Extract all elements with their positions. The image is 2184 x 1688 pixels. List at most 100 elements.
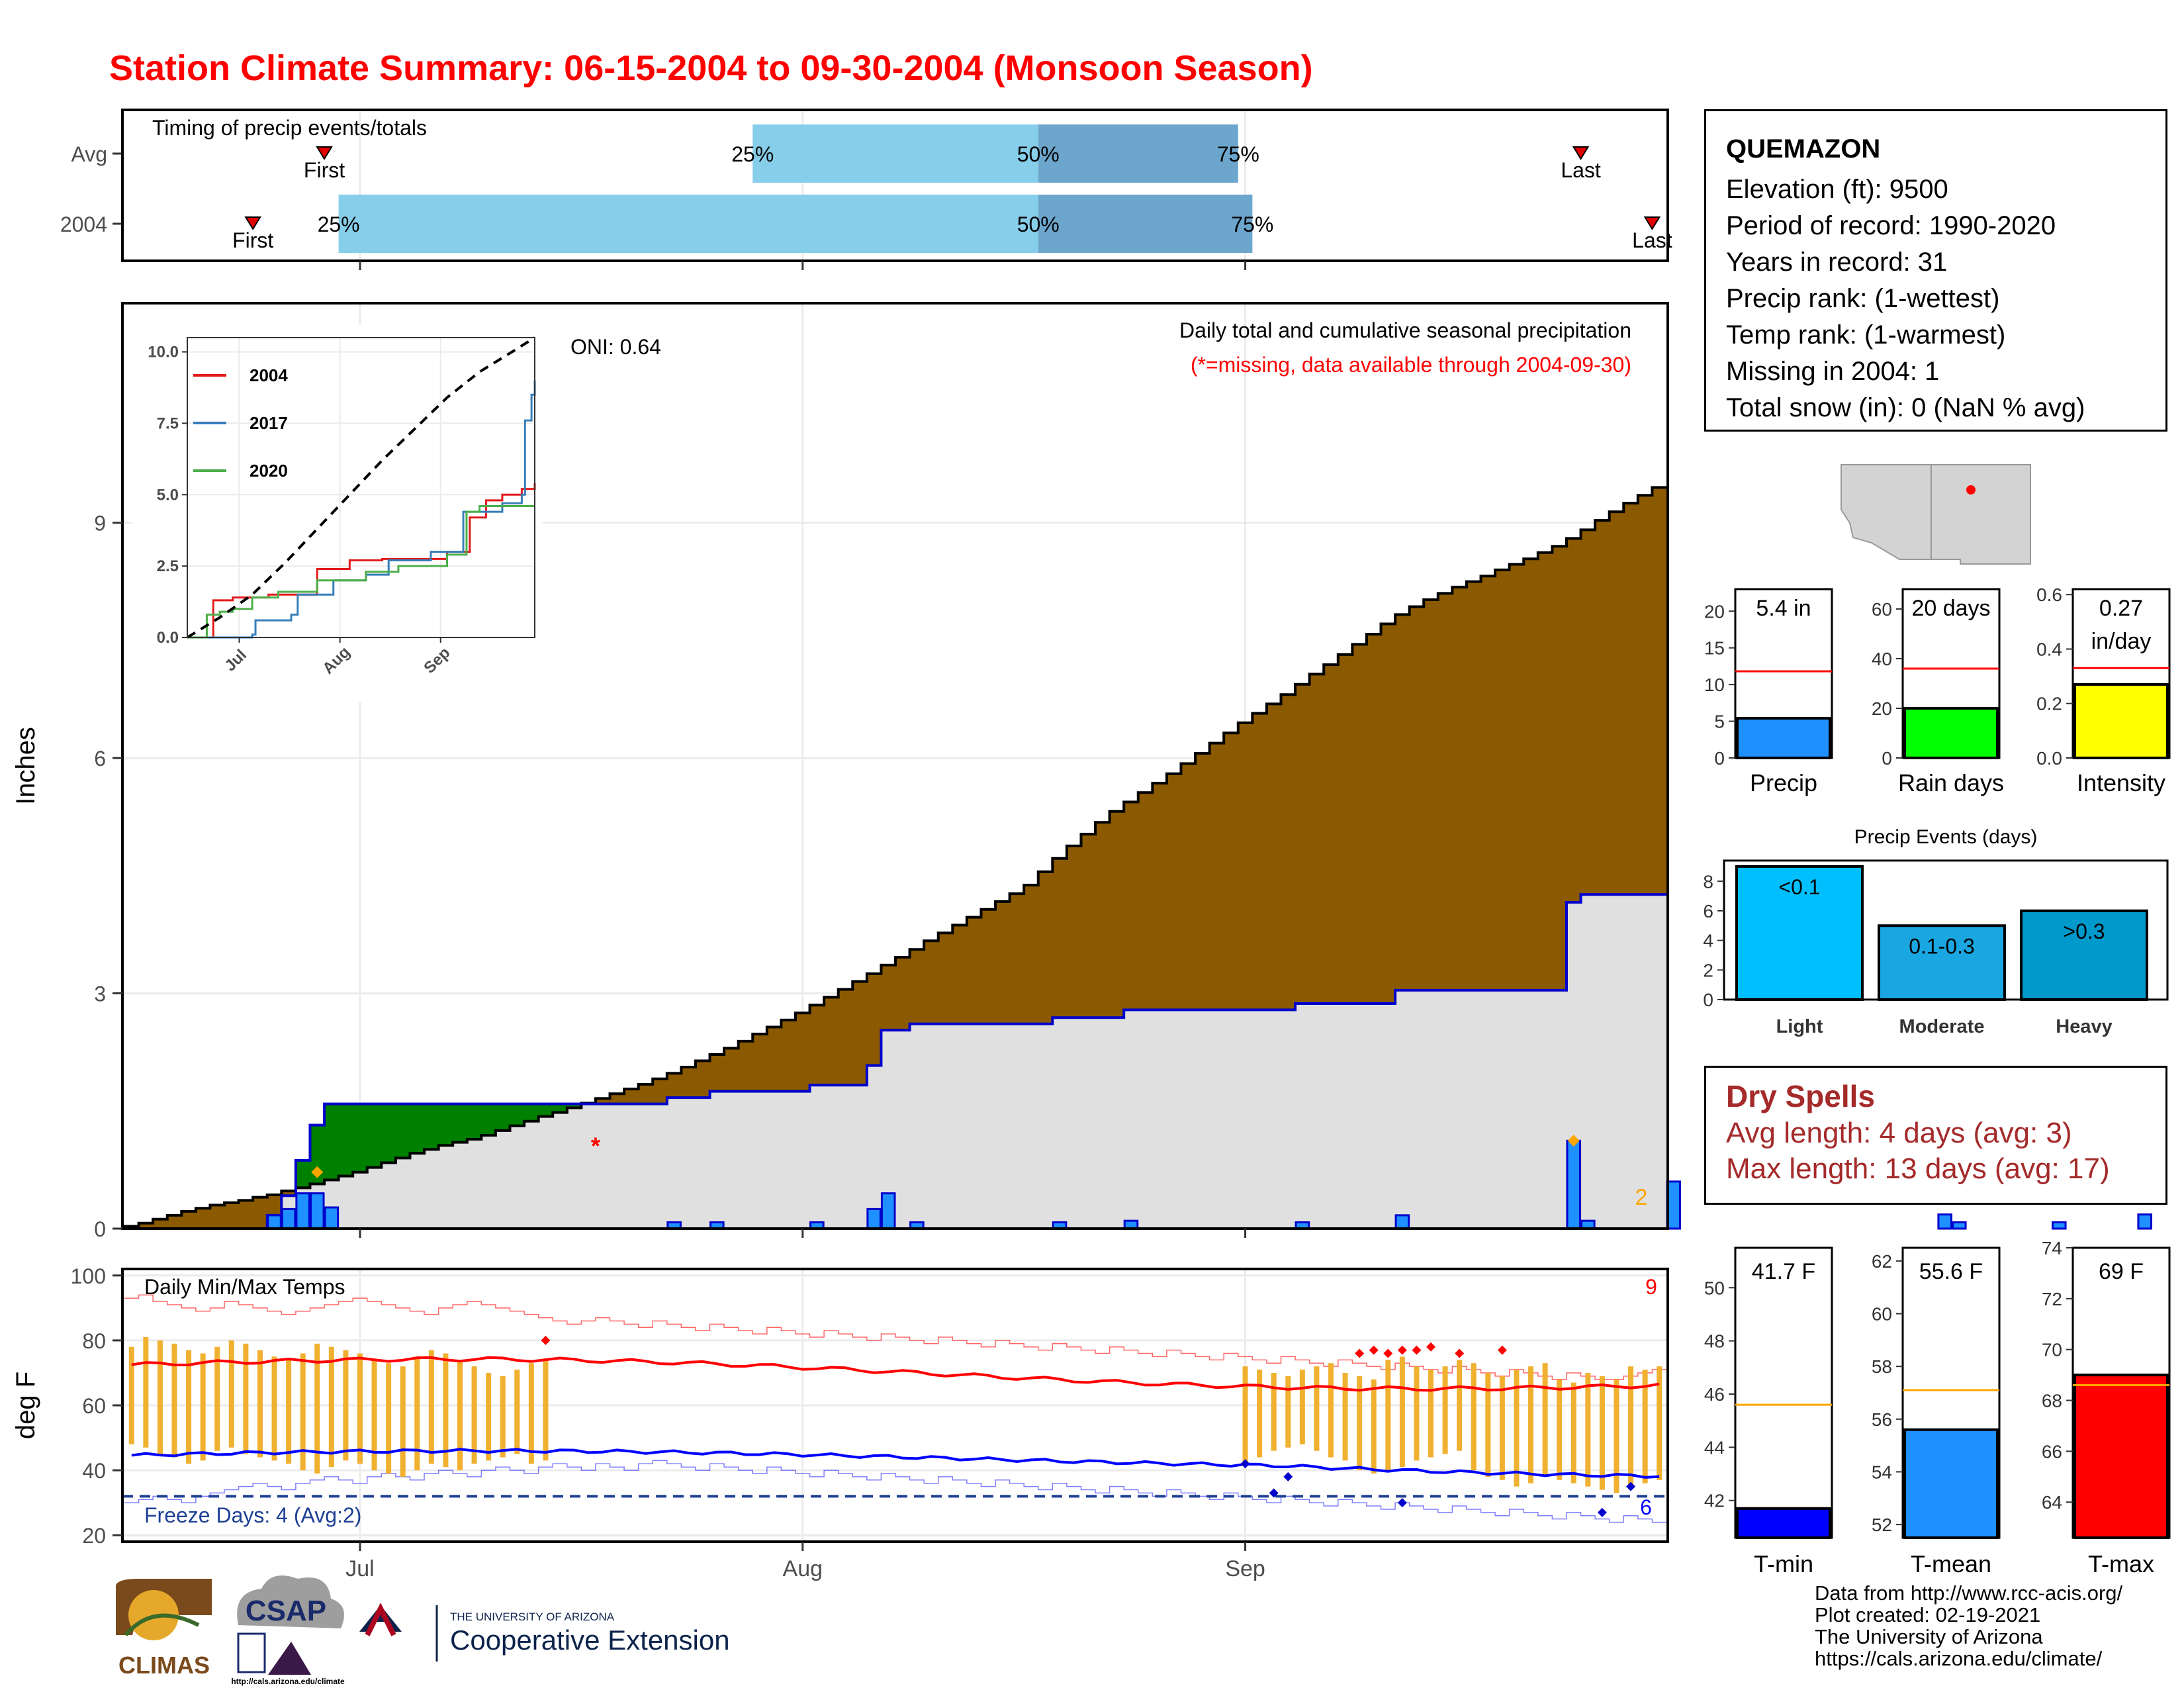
- season-ytick-label: 72: [2042, 1289, 2062, 1309]
- season-bars-chart: 5.4 in 0 5 10 15 20 Precip 20 days 0 20 40 60 Rain d…: [1704, 585, 2171, 796]
- inset-line-2004: [187, 483, 536, 639]
- csap-logo-cloud: [237, 1575, 344, 1628]
- credit-institution: The University of Arizona: [1815, 1625, 2043, 1648]
- map-new-mexico: [1931, 464, 2031, 565]
- timing-last-label: Last: [1561, 158, 1601, 182]
- temps-range-bar: [1371, 1379, 1377, 1474]
- season-ytick-label: 42: [1704, 1491, 1725, 1511]
- dry-spells-avg: Avg length: 4 days (avg: 3): [1726, 1117, 2072, 1149]
- timing-first-label: First: [304, 158, 345, 182]
- temps-range-bar: [228, 1340, 234, 1448]
- temps-range-bar: [1628, 1366, 1634, 1487]
- inset-ytick-label: 5.0: [157, 486, 179, 504]
- season-ytick-label: 64: [2042, 1492, 2062, 1513]
- events-title: Precip Events (days): [1854, 826, 2038, 848]
- season-ytick-label: 68: [2042, 1391, 2062, 1411]
- events-bar-label: 0.1-0.3: [1909, 934, 1975, 958]
- ua-logo-big-text: Cooperative Extension: [450, 1624, 730, 1656]
- temps-range-bar: [1642, 1370, 1648, 1483]
- credit-plot-created: Plot created: 02-19-2021: [1815, 1603, 2041, 1626]
- precip-2004-line: [124, 893, 1666, 1230]
- events-bar-Heavy: [2020, 909, 2148, 1001]
- events-ytick-label: 0: [1703, 990, 1713, 1010]
- season-bar-Rain days: [1903, 707, 1999, 759]
- temps-range-bar: [243, 1343, 249, 1454]
- season-name-label: T-mean: [1911, 1550, 1991, 1577]
- season-ytick-label: 46: [1704, 1384, 1725, 1405]
- temps-range-bar: [1242, 1366, 1248, 1464]
- temps-record-high-marker: [1412, 1345, 1422, 1355]
- temps-range-bar: [1614, 1379, 1619, 1493]
- timing-q75-label: 75%: [1217, 142, 1259, 166]
- station-years: Years in record: 31: [1726, 248, 1948, 277]
- temps-range-bar: [143, 1337, 149, 1448]
- inset-ytick-label: 2.5: [157, 557, 179, 575]
- temps-range-bar: [314, 1343, 320, 1474]
- inset-panel: [187, 338, 535, 637]
- season-ytick-label: 60: [1872, 599, 1892, 620]
- precip-title: Daily total and cumulative seasonal prec…: [1179, 318, 1631, 342]
- temps-range-bar: [1471, 1363, 1477, 1471]
- season-panel-frame: [1734, 1246, 1833, 1539]
- temps-ytick-label: 100: [71, 1264, 106, 1288]
- dry-spells-box: Dry Spells Avg length: 4 days (avg: 3) M…: [1704, 1066, 2167, 1205]
- season-ytick-label: 15: [1704, 638, 1725, 659]
- season-value-label: 41.7 F: [1752, 1259, 1815, 1284]
- season-value-label: 55.6 F: [1919, 1259, 1983, 1284]
- timing-row-label: Avg: [71, 142, 107, 166]
- precip-ytick-label: 0: [94, 1217, 106, 1241]
- temps-record-low-marker: [1626, 1481, 1636, 1491]
- temps-range-bar: [386, 1363, 392, 1474]
- temps-range-bar: [486, 1372, 492, 1461]
- precip-daily-bar: [866, 1207, 882, 1230]
- precip-avg-line: [123, 486, 1666, 1229]
- temps-range-bar: [1657, 1366, 1662, 1480]
- events-category-label: Heavy: [2056, 1016, 2112, 1037]
- timing-q50-label: 50%: [1017, 212, 1060, 236]
- timing-q25-label: 25%: [731, 142, 774, 166]
- season-ytick-label: 62: [1872, 1251, 1892, 1272]
- station-info-box: QUEMAZON Elevation (ft): 9500 Period of …: [1704, 109, 2167, 432]
- logos: CLIMAS CSAP http://cals.arizona.edu/climat…: [116, 1575, 730, 1686]
- ua-logo-small-text: THE UNIVERSITY OF ARIZONA: [450, 1611, 615, 1623]
- temps-range-bar: [371, 1360, 377, 1471]
- events-ytick-label: 6: [1703, 901, 1713, 921]
- temps-freeze-label: Freeze Days: 4 (Avg:2): [144, 1503, 361, 1527]
- map-station-marker: [1966, 485, 1976, 494]
- temps-range-bar: [1271, 1372, 1277, 1451]
- season-value-label: 5.4 in: [1756, 596, 1811, 621]
- season-bar-T-max: [2073, 1374, 2169, 1539]
- locator-map: [1840, 463, 2032, 565]
- temps-range-bar: [1385, 1360, 1391, 1471]
- events-ytick-label: 4: [1703, 931, 1713, 951]
- events-bar-Light: [1735, 865, 1864, 1001]
- temps-record-low-marker: [1269, 1488, 1279, 1498]
- precip-daily-bar: [2137, 1213, 2153, 1230]
- season-bar-T-mean: [1903, 1428, 1999, 1539]
- station-elevation: Elevation (ft): 9500: [1726, 175, 1948, 204]
- temps-range-bar: [200, 1353, 206, 1461]
- temps-title: Daily Min/Max Temps: [144, 1275, 345, 1299]
- station-snow: Total snow (in): 0 (NaN % avg): [1726, 393, 2085, 422]
- precip-ytick-label: 3: [94, 982, 106, 1006]
- season-name-label: Intensity: [2077, 769, 2165, 796]
- temps-record-high-marker: [1369, 1345, 1379, 1355]
- season-ytick-label: 0: [1714, 748, 1725, 769]
- timing-q25-label: 25%: [318, 212, 360, 236]
- credits: Data from http://www.rcc-acis.org/ Plot …: [1815, 1582, 2122, 1669]
- temps-range-bar: [1499, 1376, 1505, 1480]
- station-missing: Missing in 2004: 1: [1726, 357, 1940, 386]
- timing-frame: [121, 109, 1669, 262]
- season-ytick-label: 5: [1714, 712, 1725, 732]
- temps-range-bar: [1528, 1366, 1534, 1483]
- temps-range-bar: [257, 1350, 263, 1458]
- temps-ytick-label: 20: [82, 1524, 106, 1548]
- timing-last-marker: [1572, 146, 1590, 160]
- inset-line-2017: [187, 380, 536, 639]
- season-name-label: Rain days: [1898, 769, 2004, 796]
- precip-daily-bar: [324, 1206, 340, 1230]
- inset-line-Avg: [186, 336, 536, 639]
- precip-daily-bar: [267, 1214, 282, 1230]
- inset-ytick-label: 7.5: [157, 414, 179, 432]
- temps-range-bar: [214, 1346, 220, 1451]
